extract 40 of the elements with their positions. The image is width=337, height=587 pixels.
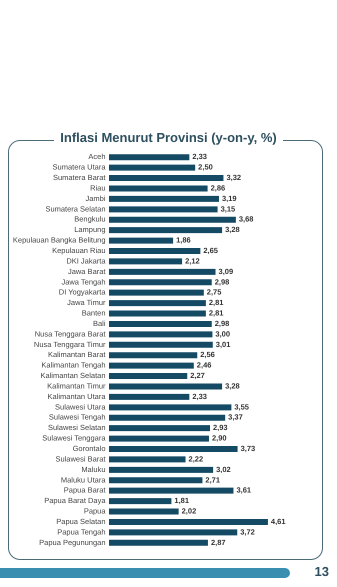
- bar: [109, 216, 236, 223]
- bar: [109, 373, 188, 380]
- bar: [109, 498, 172, 504]
- text: 13: [314, 564, 329, 579]
- bar: [109, 352, 198, 358]
- bar: [109, 206, 218, 212]
- bar: [109, 436, 209, 442]
- bar: [109, 175, 224, 182]
- bar: [109, 404, 232, 410]
- bar: [109, 320, 212, 327]
- bar: [109, 508, 179, 515]
- bar: [109, 300, 206, 306]
- bar: [109, 446, 238, 452]
- chart-title: Inflasi Menurut Provinsi (y-on-y, %): [54, 130, 283, 145]
- bar: [109, 248, 200, 254]
- bar: [109, 279, 212, 286]
- bar: [109, 258, 182, 264]
- bar: [109, 425, 210, 432]
- bar: [109, 164, 196, 171]
- bar: [109, 227, 222, 234]
- bar: [109, 238, 174, 244]
- bar: [109, 466, 214, 473]
- bar: [109, 342, 213, 348]
- bar: [109, 185, 208, 192]
- bar: [109, 477, 202, 484]
- bar: [109, 540, 208, 546]
- bar: [109, 383, 222, 390]
- bar: [109, 414, 226, 421]
- bar: [109, 488, 234, 494]
- bar: [109, 394, 190, 400]
- bar: [109, 196, 219, 202]
- bar: [109, 362, 194, 369]
- bar: [109, 154, 190, 160]
- bar: [109, 456, 186, 462]
- bar: [109, 268, 216, 275]
- bar: [109, 529, 238, 536]
- bar: [109, 310, 206, 317]
- bar: [109, 518, 268, 525]
- bar: [109, 290, 204, 296]
- bar: [109, 331, 212, 338]
